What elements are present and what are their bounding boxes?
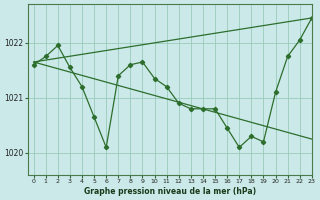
X-axis label: Graphe pression niveau de la mer (hPa): Graphe pression niveau de la mer (hPa) <box>84 187 256 196</box>
